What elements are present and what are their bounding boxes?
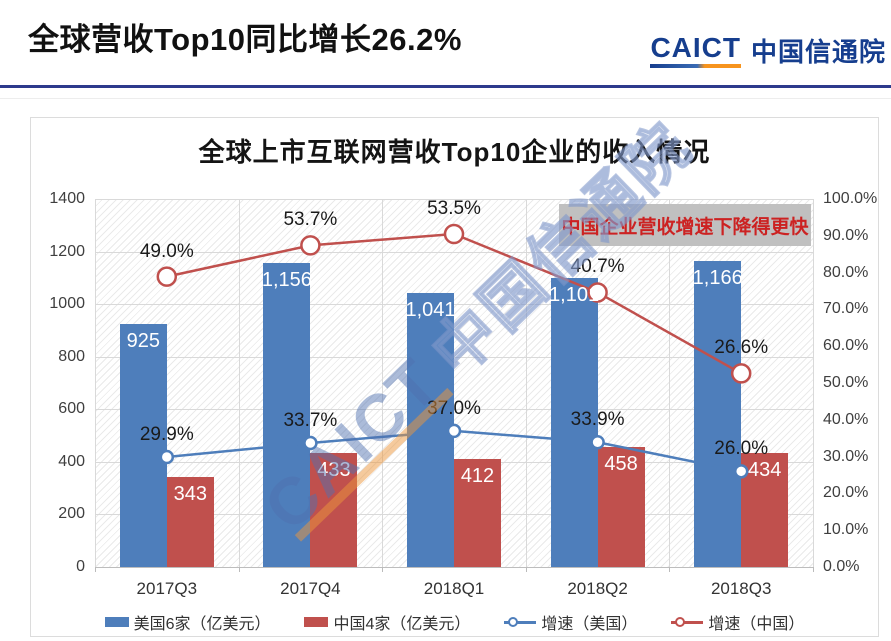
legend-item: 美国6家（亿美元） — [104, 610, 271, 634]
y2-axis-tick-label: 70.0% — [823, 300, 869, 318]
bar-value-label: 343 — [173, 482, 207, 505]
gridline-h — [95, 251, 813, 253]
bar-cn — [166, 476, 214, 567]
caict-logo-latin: CAICT — [650, 31, 741, 63]
bar-value-label: 458 — [604, 452, 638, 475]
y2-axis-tick-label: 10.0% — [823, 521, 869, 539]
y-axis-tick-label: 1000 — [49, 295, 85, 313]
header-subline — [0, 98, 891, 99]
caict-logo-cn: 中国信通院 — [750, 37, 886, 67]
y2-axis-tick-label: 50.0% — [823, 374, 869, 391]
bar-us — [407, 293, 454, 567]
x-axis-tick — [382, 567, 384, 572]
x-axis-tick — [813, 567, 814, 572]
chart-frame: 全球上市互联网营收Top10企业的收入情况 1400 1200 1000 800 600… — [30, 109, 879, 637]
x-axis-label: 2018Q2 — [567, 579, 628, 598]
legend-line-marker — [671, 615, 704, 629]
x-axis-label: 2018Q3 — [710, 579, 772, 598]
legend-line — [504, 621, 537, 624]
gridline-v — [669, 199, 671, 567]
caict-logo: CAICT 中国信通院 — [650, 32, 886, 69]
bar-us — [694, 260, 742, 567]
gridline-v — [813, 199, 814, 567]
bar-value-label: 412 — [460, 464, 495, 487]
caict-logo-latin-block: CAICT — [650, 31, 741, 68]
bar-value-label: 1,101 — [549, 283, 600, 306]
line-value-label: 26.0% — [714, 438, 769, 460]
x-axis-tick — [238, 567, 240, 572]
line-value-label: 26.6% — [714, 337, 769, 359]
bar-value-label: 1,041 — [405, 299, 456, 322]
x-axis-tick — [95, 567, 96, 572]
gridline-h — [95, 567, 813, 568]
line-value-label: 33.9% — [570, 409, 625, 431]
line-value-label: 40.7% — [570, 256, 625, 278]
bar-value-label: 1,156 — [261, 269, 312, 292]
line-value-label: 53.5% — [427, 197, 481, 219]
y2-axis-tick-label: 90.0% — [823, 226, 869, 244]
bar-us — [119, 323, 167, 567]
x-axis-label: 2017Q3 — [136, 579, 198, 598]
legend-label: 美国6家（亿美元） — [133, 616, 271, 633]
gridline-v — [95, 199, 96, 567]
line-value-label: 49.0% — [139, 240, 194, 262]
legend-line-marker — [504, 615, 537, 629]
bar-value-label: 434 — [748, 458, 782, 481]
legend-label: 增速（美国） — [541, 616, 638, 633]
y-axis-tick-label: 1400 — [49, 190, 85, 207]
chart-title: 全球上市互联网营收Top10企业的收入情况 — [198, 137, 711, 167]
y2-axis-tick-label: 80.0% — [823, 263, 869, 281]
y2-axis-tick-label: 30.0% — [823, 447, 869, 465]
y2-axis-tick-label: 100.0% — [823, 190, 878, 207]
header-divider — [0, 85, 891, 88]
caict-logo-underline — [650, 63, 741, 68]
x-axis-label: 2017Q4 — [280, 579, 341, 598]
x-axis-label: 2018Q1 — [423, 579, 485, 598]
annotation-text: 中国企业营收增速下降得更快 — [561, 216, 809, 238]
legend-line — [671, 621, 704, 624]
gridline-v — [525, 199, 527, 567]
y2-axis-tick-label: 40.0% — [823, 410, 869, 428]
y2-axis-tick-label: 20.0% — [823, 484, 869, 502]
x-axis-tick — [525, 567, 527, 572]
line-value-label: 53.7% — [283, 209, 338, 231]
legend: 美国6家（亿美元） 中国4家（亿美元） 增速（美国） 增速（中国） — [31, 610, 878, 634]
y-axis-tick-label: 1200 — [49, 242, 85, 260]
bar-cn — [454, 458, 501, 567]
bar-value-label: 433 — [317, 459, 351, 482]
legend-label: 增速（中国） — [708, 616, 805, 633]
legend-swatch — [104, 617, 129, 627]
bar-value-label: 1,166 — [692, 266, 743, 289]
bar-value-label: 925 — [126, 329, 160, 352]
bar-cn — [741, 452, 789, 567]
y2-axis-tick-label: 0.0% — [823, 558, 860, 575]
y2-axis-tick-label: 60.0% — [823, 337, 869, 355]
line-value-label: 29.9% — [139, 423, 194, 445]
gridline-h — [95, 409, 813, 411]
y-axis-tick-label: 600 — [58, 400, 85, 418]
y-axis-tick-label: 400 — [58, 452, 85, 470]
y-axis-tick-label: 800 — [58, 347, 85, 365]
page-title: 全球营收Top10同比增长26.2% — [28, 22, 462, 57]
x-axis-tick — [669, 567, 671, 572]
annotation-box: 中国企业营收增速下降得更快 — [559, 204, 811, 246]
legend-label: 中国4家（亿美元） — [333, 616, 471, 633]
gridline-h — [95, 199, 813, 200]
gridline-v — [238, 199, 240, 567]
y-axis-tick-label: 200 — [58, 505, 85, 523]
legend-item: 中国4家（亿美元） — [304, 610, 470, 634]
gridline-v — [382, 199, 384, 567]
line-value-label: 33.7% — [283, 409, 338, 431]
y-axis-tick-label: 0 — [76, 558, 85, 575]
legend-circle — [508, 617, 519, 627]
legend-swatch — [304, 617, 329, 627]
line-value-label: 37.0% — [427, 397, 481, 419]
legend-circle — [675, 617, 686, 627]
legend-item: 增速（中国） — [671, 610, 804, 634]
legend-item: 增速（美国） — [504, 610, 637, 634]
